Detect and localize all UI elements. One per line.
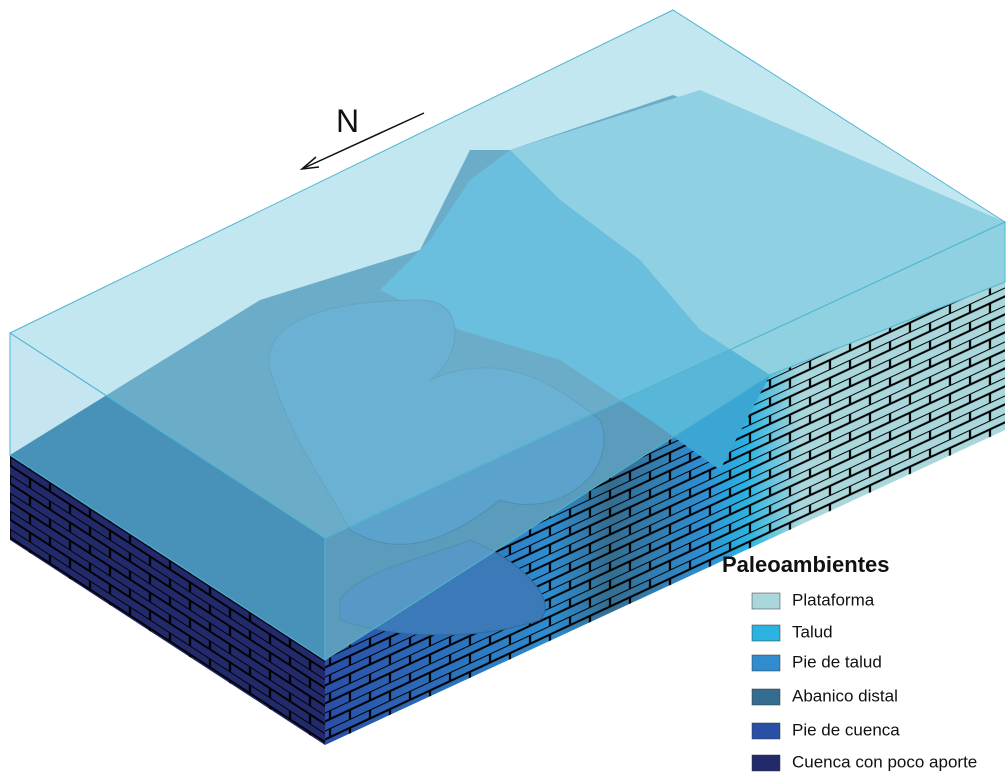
legend-swatch bbox=[752, 755, 780, 771]
legend-label: Talud bbox=[792, 622, 833, 641]
legend-swatch bbox=[752, 723, 780, 739]
legend-swatch bbox=[752, 689, 780, 705]
legend-label: Pie de talud bbox=[792, 652, 882, 671]
legend-label: Pie de cuenca bbox=[792, 720, 900, 739]
legend-label: Abanico distal bbox=[792, 686, 898, 705]
legend-swatch bbox=[752, 625, 780, 641]
block-diagram: N Paleoambientes Plataforma Talud Pie de t… bbox=[0, 0, 1008, 774]
legend-label: Plataforma bbox=[792, 590, 875, 609]
legend-swatch bbox=[752, 593, 780, 609]
legend-swatch bbox=[752, 655, 780, 671]
legend-label: Cuenca con poco aporte bbox=[792, 752, 977, 771]
legend: Paleoambientes Plataforma Talud Pie de tal… bbox=[722, 552, 977, 771]
legend-title: Paleoambientes bbox=[722, 552, 890, 577]
north-label: N bbox=[336, 103, 359, 139]
